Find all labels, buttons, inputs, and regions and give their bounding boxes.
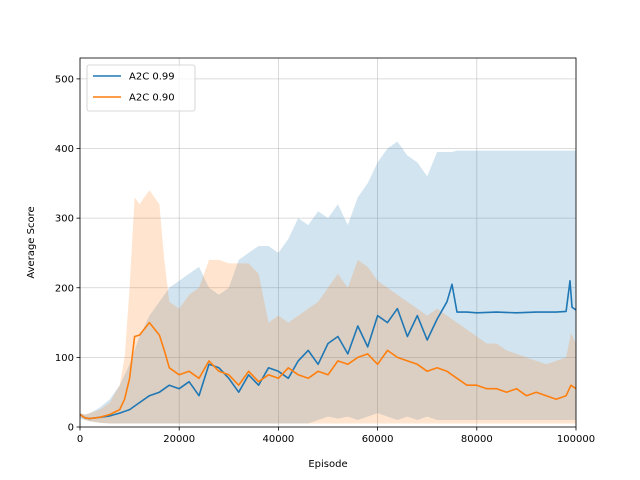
series-line-1 bbox=[79, 321, 577, 420]
plot-background bbox=[80, 58, 576, 427]
y-axis-label: Average Score bbox=[26, 206, 37, 278]
y-tick-label: 0 bbox=[68, 423, 74, 434]
legend-label-1: A2C 0.90 bbox=[129, 93, 175, 104]
x-axis-label: Episode bbox=[308, 459, 347, 470]
series-line-0 bbox=[79, 279, 577, 420]
x-axis-ticks: 0 20000 40000 60000 80000 100000 bbox=[77, 427, 595, 445]
confidence-bands bbox=[80, 141, 576, 424]
y-tick-label: 500 bbox=[55, 74, 74, 85]
y-axis-ticks: 0 100 200 300 400 500 bbox=[55, 74, 80, 434]
x-tick-label: 40000 bbox=[262, 434, 294, 445]
x-tick-label: 0 bbox=[77, 434, 83, 445]
legend-label-0: A2C 0.99 bbox=[129, 72, 175, 83]
legend: A2C 0.99 A2C 0.90 bbox=[86, 64, 196, 112]
y-tick-label: 400 bbox=[55, 144, 74, 155]
x-tick-label: 80000 bbox=[461, 434, 493, 445]
x-tick-label: 100000 bbox=[557, 434, 595, 445]
x-tick-label: 60000 bbox=[362, 434, 394, 445]
y-tick-label: 200 bbox=[55, 283, 74, 294]
series-band-0 bbox=[80, 141, 576, 424]
y-tick-label: 100 bbox=[55, 353, 74, 364]
plot-frame bbox=[79, 57, 577, 428]
x-tick-label: 20000 bbox=[163, 434, 195, 445]
series-lines bbox=[79, 279, 577, 420]
y-tick-label: 300 bbox=[55, 214, 74, 225]
series-band-1 bbox=[80, 190, 576, 424]
